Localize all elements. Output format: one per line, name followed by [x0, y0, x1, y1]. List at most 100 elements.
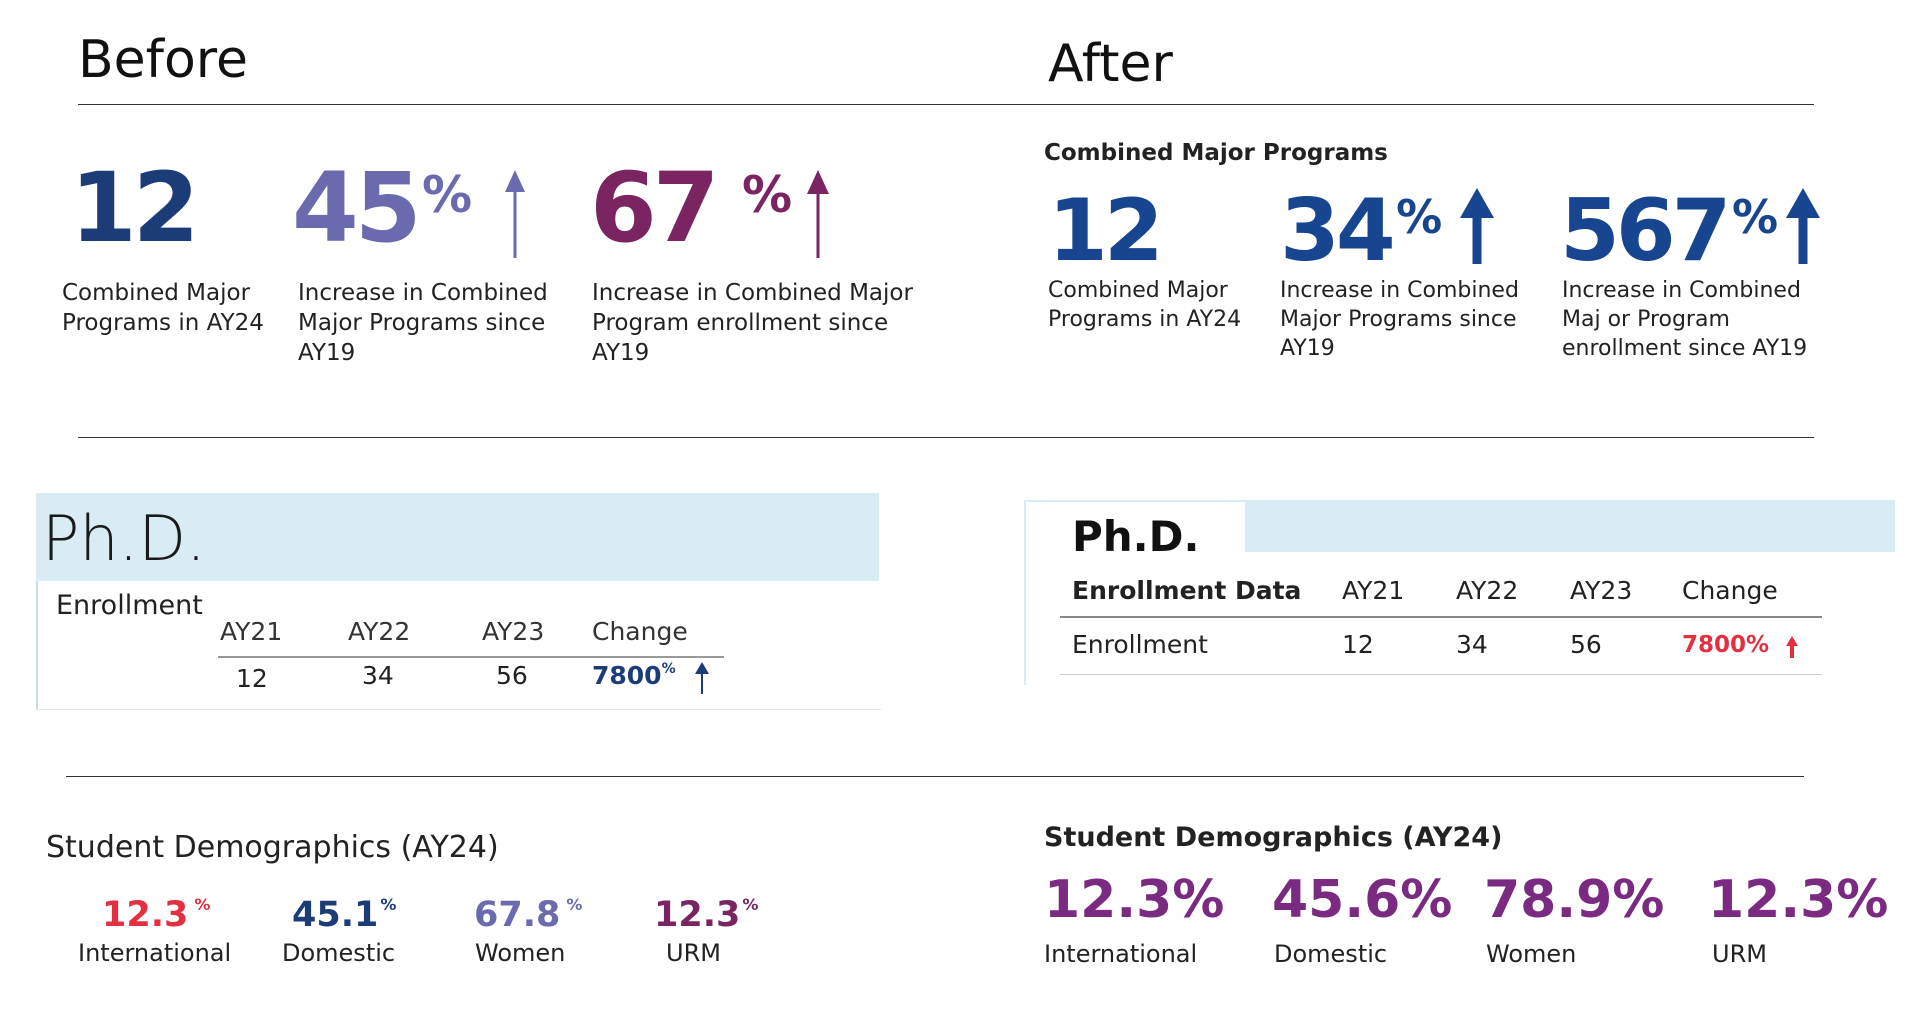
demo-value: 67.8	[474, 895, 561, 935]
demo-label: URM	[1712, 940, 1767, 968]
header-underline	[218, 656, 724, 658]
demo-urm: 12.3%	[654, 895, 758, 935]
demo-domestic: 45.1%	[292, 895, 396, 935]
phd-header-band	[1245, 500, 1895, 552]
desc-line: Combined Major	[1048, 278, 1228, 303]
percent-sign: %	[422, 166, 473, 224]
before-stat-1-desc: Combined Major Programs in AY24	[62, 278, 264, 338]
demo-label: Women	[1486, 940, 1577, 968]
phd-title: Ph.D.	[1072, 512, 1200, 561]
col-header-ay21: AY21	[220, 617, 283, 646]
col-header-change: Change	[1682, 576, 1778, 605]
stat-value: 12	[70, 152, 200, 264]
col-header-ay21: AY21	[1342, 576, 1405, 605]
after-stat-1: 12	[1048, 188, 1164, 274]
demo-percent: %	[194, 895, 211, 914]
before-stat-2-desc: Increase in Combined Major Programs sinc…	[298, 278, 548, 368]
stat-value: 567	[1560, 181, 1732, 281]
desc-line: Program enrollment since	[592, 310, 889, 336]
change-percent: %	[661, 661, 676, 677]
desc-line: Increase in Combined	[1562, 278, 1801, 303]
phd-left-border	[1024, 500, 1026, 685]
after-section-title: Combined Major Programs	[1044, 140, 1388, 166]
phd-table-box	[36, 581, 881, 710]
desc-line: Increase in Combined	[1280, 278, 1519, 303]
value-ay21: 12	[1342, 630, 1374, 659]
col-header-ay22: AY22	[1456, 576, 1519, 605]
demo-label: URM	[666, 939, 721, 967]
top-divider	[78, 104, 1814, 105]
demo-women-value: 78.9%	[1484, 870, 1665, 930]
stat-value: 12	[1048, 181, 1164, 281]
after-stat-3-desc: Increase in Combined Maj or Program enro…	[1562, 276, 1807, 363]
bottom-divider	[66, 776, 1804, 777]
desc-line: enrollment since AY19	[1562, 336, 1808, 361]
desc-line: Increase in Combined Major	[592, 280, 913, 306]
demo-label: International	[78, 939, 232, 967]
percent-sign: %	[1731, 190, 1779, 244]
demo-value: 45.1	[292, 895, 379, 935]
before-stat-3-desc: Increase in Combined Major Program enrol…	[592, 278, 913, 368]
up-arrow-icon	[695, 662, 709, 694]
value-ay23: 56	[1570, 630, 1602, 659]
demo-percent: %	[380, 895, 397, 914]
desc-line: AY19	[298, 340, 356, 366]
demo-value: 12.3	[102, 895, 189, 935]
demo-women: 67.8%	[474, 895, 582, 935]
value-ay22: 34	[1456, 630, 1488, 659]
after-stat-2: 34 %	[1280, 188, 1442, 274]
before-stat-2: 45 %	[292, 160, 472, 256]
change-number: 7800	[592, 661, 662, 690]
percent-sign: %	[1396, 190, 1443, 244]
after-heading: After	[1048, 34, 1173, 94]
col-header-change: Change	[592, 617, 688, 646]
demo-percent: %	[566, 895, 583, 914]
col-header-ay23: AY23	[1570, 576, 1633, 605]
desc-line: Combined Major	[62, 280, 251, 306]
demo-percent: %	[742, 895, 759, 914]
desc-line: Programs in AY24	[1048, 307, 1242, 332]
change-value: 7800%	[1682, 632, 1770, 658]
demo-label: Domestic	[1274, 940, 1388, 968]
before-stat-3: 67 %	[590, 160, 792, 256]
value-ay22: 34	[362, 661, 394, 690]
desc-line: Major Programs since	[1280, 307, 1517, 332]
demo-label: International	[1044, 940, 1198, 968]
desc-line: Increase in Combined	[298, 280, 548, 306]
stat-value: 34	[1280, 181, 1396, 281]
demo-urm-value: 12.3%	[1708, 870, 1889, 930]
middle-divider	[78, 437, 1814, 438]
col-header-ay22: AY22	[348, 617, 411, 646]
phd-header-band	[36, 493, 879, 581]
up-arrow-icon	[807, 170, 829, 258]
stat-value: 45	[292, 152, 422, 264]
demographics-title: Student Demographics (AY24)	[46, 830, 499, 865]
percent-sign: %	[742, 166, 793, 224]
desc-line: AY19	[1280, 336, 1335, 361]
col-header-ay23: AY23	[482, 617, 545, 646]
up-arrow-icon	[505, 170, 525, 258]
up-arrow-icon	[1786, 636, 1798, 658]
up-arrow-icon	[1786, 188, 1820, 264]
demo-international-value: 12.3%	[1044, 870, 1225, 930]
row-underline	[1060, 674, 1822, 675]
col-header-enrollment-data: Enrollment Data	[1072, 576, 1302, 605]
after-stat-2-desc: Increase in Combined Major Programs sinc…	[1280, 276, 1519, 363]
header-underline	[1060, 616, 1822, 618]
desc-line: Programs in AY24	[62, 310, 264, 336]
phd-title: Ph.D.	[42, 502, 206, 575]
up-arrow-icon	[1460, 188, 1494, 264]
demo-value: 12.3	[654, 895, 741, 935]
demo-domestic-value: 45.6%	[1272, 870, 1453, 930]
stat-value: 67	[590, 152, 720, 264]
demo-label: Women	[475, 939, 566, 967]
before-heading: Before	[78, 30, 249, 90]
desc-line: AY19	[592, 340, 650, 366]
phd-top-border	[1024, 500, 1245, 502]
desc-line: Major Programs since	[298, 310, 546, 336]
before-stat-1: 12	[70, 160, 200, 256]
change-value: 7800%	[592, 661, 676, 690]
desc-line: Maj or Program	[1562, 307, 1730, 332]
demo-international: 12.3%	[102, 895, 210, 935]
after-stat-3: 567 %	[1560, 188, 1778, 274]
